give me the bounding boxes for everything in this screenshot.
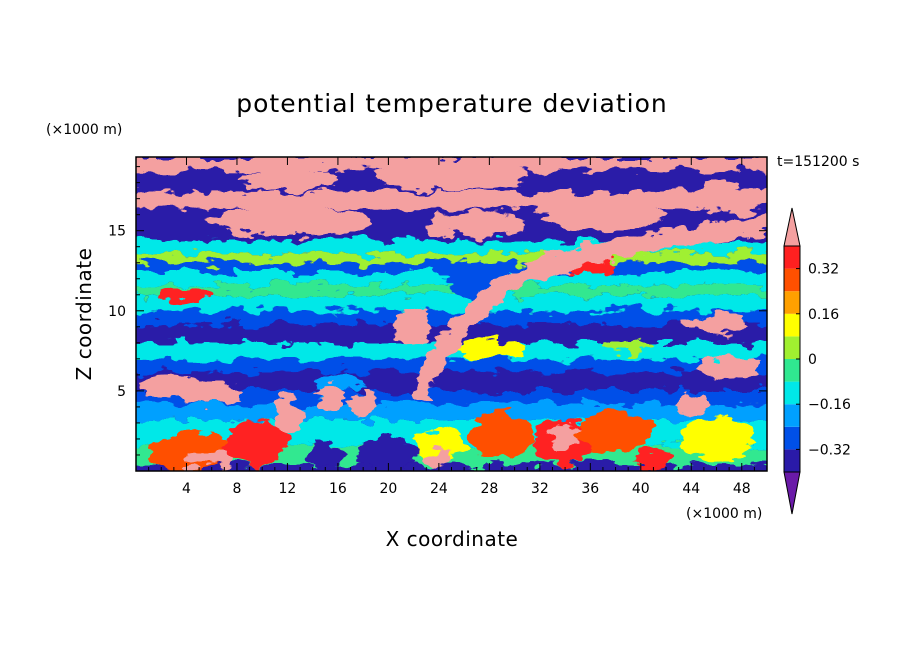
y-tick-label-5: 5: [117, 384, 126, 400]
field-blob-23: [684, 314, 749, 334]
field-band-9: [136, 310, 767, 324]
colorbar: 0.32 0.16 0 −0.16 −0.32: [783, 207, 851, 515]
chart-title: potential temperature deviation: [236, 89, 667, 118]
colorbar-segment-1: [784, 426, 800, 450]
field-blob-21: [350, 390, 376, 417]
colorbar-tick-label: −0.32: [808, 442, 851, 458]
field-blob-7: [426, 450, 452, 467]
field-blob-20: [316, 382, 347, 412]
colorbar-segment-9: [784, 246, 800, 269]
colorbar-tick-label: 0.16: [808, 307, 839, 323]
field-blob-31: [236, 168, 338, 191]
y-axis: 5 10 15: [108, 166, 767, 456]
colorbar-segment-5: [784, 336, 800, 359]
colorbar-segment-2: [784, 404, 800, 427]
y-axis-title: Z coordinate: [72, 248, 96, 381]
field-blob-13: [678, 418, 755, 460]
field-layer: [136, 157, 767, 471]
y-tick-label-10: 10: [108, 304, 126, 320]
field-blob-4: [306, 443, 345, 467]
field-band-14: [136, 253, 767, 263]
field-blob-30: [375, 161, 528, 191]
colorbar-extend-top: [783, 207, 801, 247]
field-blob-8: [470, 411, 534, 460]
field-band-6: [136, 358, 767, 372]
field-band-17: [136, 192, 767, 209]
x-tick-label-40: 40: [632, 481, 650, 497]
x-tick-label-8: 8: [232, 481, 241, 497]
colorbar-segment-6: [784, 313, 800, 337]
field-blob-6: [413, 429, 465, 462]
field-blob-19: [180, 384, 244, 404]
colorbar-tick-label: −0.16: [808, 397, 851, 413]
field-blob-3: [274, 395, 301, 435]
colorbar-segment-7: [784, 291, 800, 314]
field-blob-24: [697, 355, 761, 379]
field-band-10: [136, 294, 767, 311]
field-blob-27: [426, 211, 528, 238]
x-tick-label-24: 24: [430, 481, 448, 497]
x-tick-label-4: 4: [182, 481, 191, 497]
x-tick-label-32: 32: [531, 481, 549, 497]
colorbar-segment-4: [784, 359, 800, 382]
colorbar-segment-0: [784, 449, 800, 472]
x-tick-label-28: 28: [480, 481, 498, 497]
field-blob-25: [676, 394, 707, 414]
field-blob-5: [356, 438, 420, 471]
field-blob-26: [205, 206, 370, 236]
y-unit-label: (×1000 m): [46, 122, 122, 138]
field-blob-15: [602, 338, 654, 355]
field-blob-1: [186, 448, 237, 468]
field-band-5: [136, 371, 767, 391]
field-blob-28: [539, 200, 667, 230]
x-axis-title: X coordinate: [386, 527, 519, 551]
x-tick-label-20: 20: [379, 481, 397, 497]
field-blob-29: [691, 184, 767, 214]
field-blob-11: [577, 410, 654, 452]
colorbar-tick-label: 0: [808, 352, 817, 368]
x-tick-label-36: 36: [581, 481, 599, 497]
field-blob-10: [549, 422, 581, 449]
x-tick-label-16: 16: [329, 481, 347, 497]
field-plume: [410, 214, 767, 401]
x-axis: 4 8 12 16 20 24 28 32 36 40 44 48: [148, 157, 755, 497]
field-blob-33: [161, 288, 212, 302]
field-blob-22: [393, 307, 434, 347]
field-blob-12: [634, 448, 673, 468]
colorbar-segment-8: [784, 268, 800, 292]
colorbar-segment-3: [784, 381, 800, 405]
time-label: t=151200 s: [777, 154, 859, 170]
colorbar-extend-bottom: [783, 471, 801, 515]
x-tick-label-48: 48: [733, 481, 751, 497]
field-blob-14: [451, 339, 528, 359]
x-unit-label: (×1000 m): [686, 506, 762, 522]
x-tick-label-12: 12: [279, 481, 297, 497]
x-tick-label-44: 44: [682, 481, 700, 497]
colorbar-tick-label: 0.32: [808, 262, 839, 278]
y-tick-label-15: 15: [108, 224, 126, 240]
field-blob-2: [224, 419, 288, 465]
